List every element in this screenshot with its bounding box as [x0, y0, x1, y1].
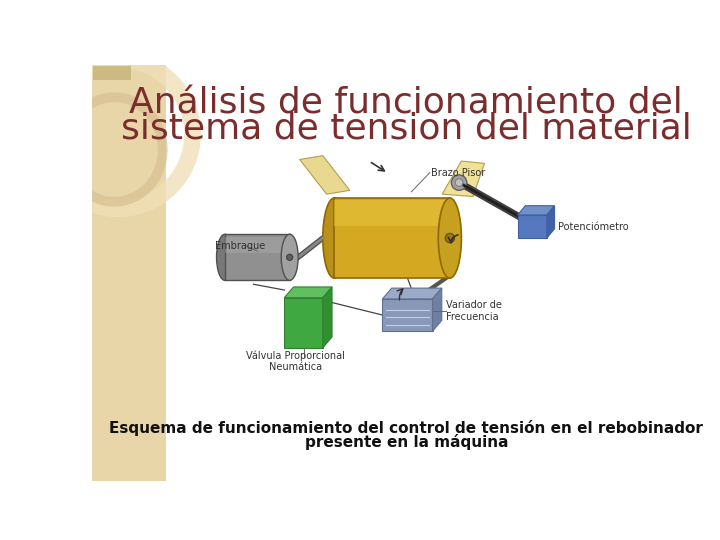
- Polygon shape: [518, 206, 554, 215]
- Ellipse shape: [455, 179, 463, 186]
- Polygon shape: [323, 287, 332, 348]
- Ellipse shape: [217, 234, 233, 280]
- Ellipse shape: [282, 234, 298, 280]
- Bar: [94, 66, 131, 80]
- Text: Embrague: Embrague: [215, 241, 265, 251]
- Bar: [334, 200, 450, 226]
- Text: presente en la máquina: presente en la máquina: [305, 434, 508, 450]
- Polygon shape: [300, 156, 350, 194]
- Bar: [92, 65, 166, 481]
- Text: Brazo Pisor: Brazo Pisor: [431, 167, 485, 178]
- Bar: [334, 198, 450, 278]
- Ellipse shape: [287, 254, 293, 260]
- Bar: [518, 215, 547, 238]
- Text: sistema de tension del material: sistema de tension del material: [121, 112, 692, 146]
- Text: Esquema de funcionamiento del control de tensión en el rebobinador: Esquema de funcionamiento del control de…: [109, 420, 703, 436]
- Polygon shape: [547, 206, 554, 238]
- Ellipse shape: [323, 198, 346, 278]
- Text: Variador de
Frecuencia: Variador de Frecuencia: [446, 300, 503, 322]
- Bar: [225, 234, 289, 280]
- Text: Análisis de funcionamiento del: Análisis de funcionamiento del: [130, 86, 683, 120]
- Ellipse shape: [451, 175, 467, 190]
- Bar: [284, 298, 323, 348]
- Text: Potenciómetro: Potenciómetro: [559, 221, 629, 232]
- Ellipse shape: [445, 233, 454, 242]
- Text: Válvula Proporcional
Neumática: Válvula Proporcional Neumática: [246, 350, 346, 372]
- Bar: [225, 237, 289, 253]
- Polygon shape: [442, 161, 485, 197]
- Bar: [382, 299, 433, 331]
- Polygon shape: [382, 288, 442, 299]
- Polygon shape: [284, 287, 332, 298]
- Polygon shape: [433, 288, 442, 331]
- Ellipse shape: [438, 198, 462, 278]
